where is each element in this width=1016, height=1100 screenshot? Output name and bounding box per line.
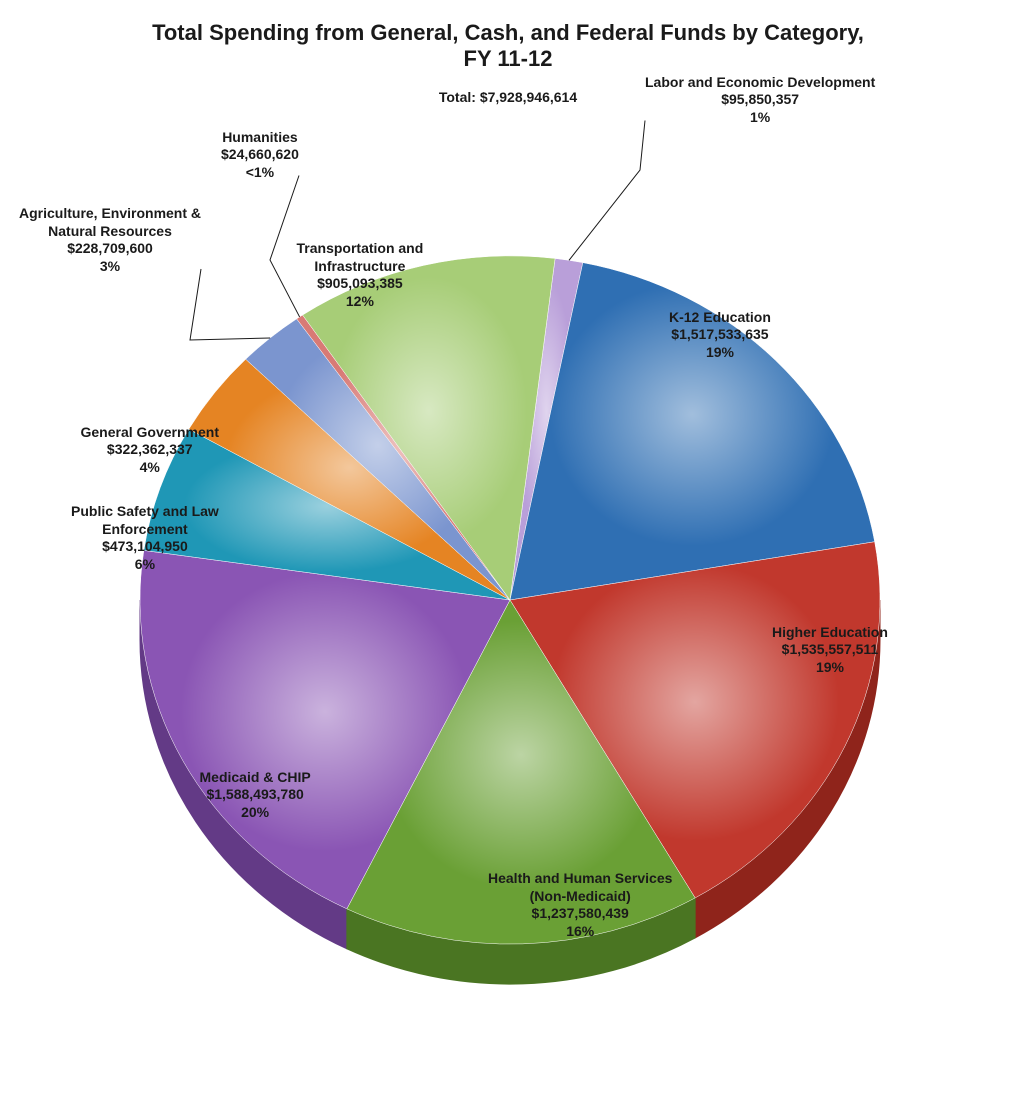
slice-label: Agriculture, Environment & Natural Resou… — [19, 205, 201, 275]
slice-label: Health and Human Services (Non-Medicaid)… — [488, 870, 672, 940]
slice-label: General Government $322,362,337 4% — [81, 424, 220, 477]
slice-label: Higher Education $1,535,557,511 19% — [772, 624, 888, 677]
slice-label: Public Safety and Law Enforcement $473,1… — [71, 503, 219, 573]
slice-label: Humanities $24,660,620 <1% — [221, 129, 299, 182]
slice-label: Labor and Economic Development $95,850,3… — [645, 74, 875, 127]
slice-label: Medicaid & CHIP $1,588,493,780 20% — [200, 769, 311, 822]
slice-label: K-12 Education $1,517,533,635 19% — [669, 309, 771, 362]
slice-label: Transportation and Infrastructure $905,0… — [297, 240, 424, 310]
chart-container: Total Spending from General, Cash, and F… — [0, 0, 1016, 1100]
